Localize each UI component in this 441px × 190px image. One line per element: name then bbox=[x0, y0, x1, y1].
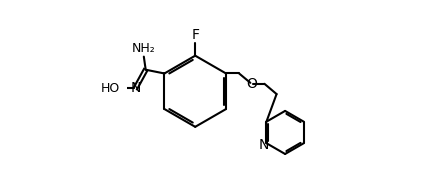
Text: NH₂: NH₂ bbox=[132, 42, 156, 55]
Text: F: F bbox=[191, 28, 199, 42]
Text: N: N bbox=[130, 82, 141, 95]
Text: HO: HO bbox=[101, 82, 120, 95]
Text: N: N bbox=[258, 138, 269, 152]
Text: O: O bbox=[246, 77, 257, 91]
